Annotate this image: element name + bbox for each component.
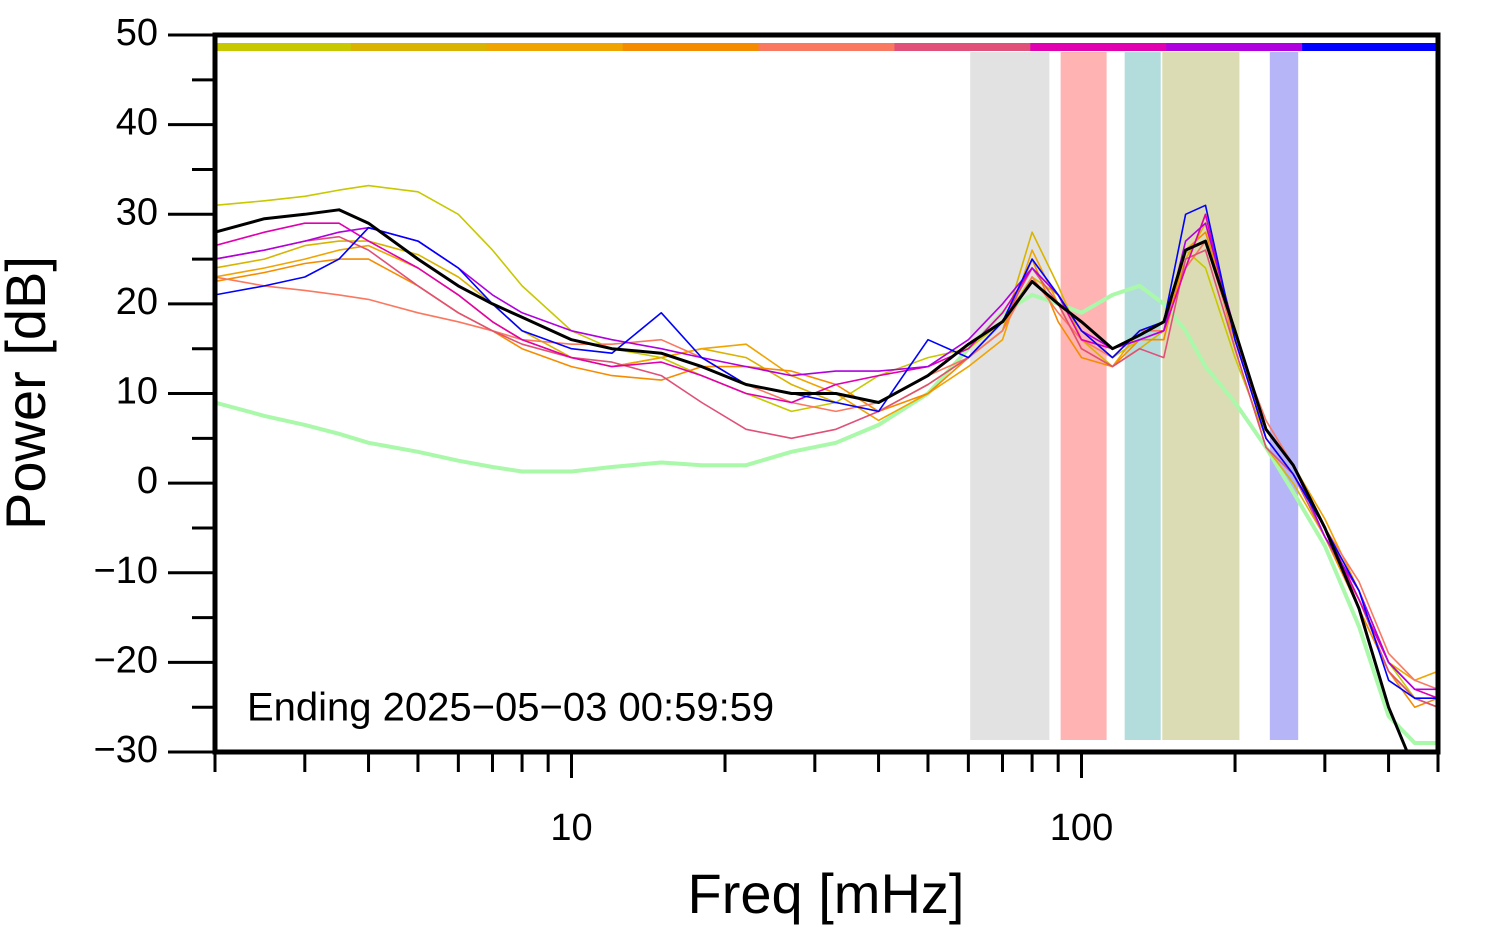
y-tick-label: 0	[137, 460, 158, 502]
shaded-band	[1124, 52, 1161, 740]
color-bar-segment	[1166, 43, 1303, 51]
color-bar-segment	[758, 43, 895, 51]
series-line	[215, 208, 1409, 752]
x-tick-label: 10	[550, 807, 592, 849]
color-bar-segment	[894, 43, 1031, 51]
color-bar-segment	[486, 43, 624, 51]
y-tick-label: 50	[116, 12, 158, 54]
shaded-band	[1269, 52, 1299, 740]
series-line	[215, 240, 1438, 691]
y-tick-label: −30	[94, 729, 158, 771]
line-layer	[215, 184, 1438, 752]
y-tick-label: 30	[116, 191, 158, 233]
x-axis-title: Freq [mHz]	[688, 862, 965, 925]
series-line	[215, 231, 1438, 708]
y-axis-title: Power [dB]	[0, 256, 57, 530]
series-line	[215, 235, 1438, 708]
y-tick-label: 20	[116, 281, 158, 323]
axes-layer: −30 −20 −10 0 10 20 30 40 50 10 100	[94, 12, 1441, 849]
series-line	[215, 283, 1438, 745]
y-tick-label: 10	[116, 371, 158, 413]
shaded-band	[1162, 52, 1240, 740]
shaded-band	[970, 52, 1050, 740]
annotation: Ending 2025−05−03 00:59:59	[247, 686, 774, 730]
color-bar-segment	[215, 43, 352, 51]
series-line	[215, 222, 1438, 708]
color-bar-segment	[622, 43, 760, 51]
band-layer	[970, 52, 1299, 740]
y-tick-label: −20	[94, 639, 158, 681]
y-tick-label: −10	[94, 550, 158, 592]
series-line	[215, 222, 1438, 691]
series-line	[215, 204, 1438, 699]
shaded-band	[1060, 52, 1107, 740]
color-bar-segment	[1302, 43, 1439, 51]
color-bar-segment	[350, 43, 488, 51]
y-tick-label: 40	[116, 102, 158, 144]
series-line	[215, 213, 1438, 699]
color-bar-segment	[1030, 43, 1167, 51]
x-tick-label: 100	[1050, 807, 1113, 849]
